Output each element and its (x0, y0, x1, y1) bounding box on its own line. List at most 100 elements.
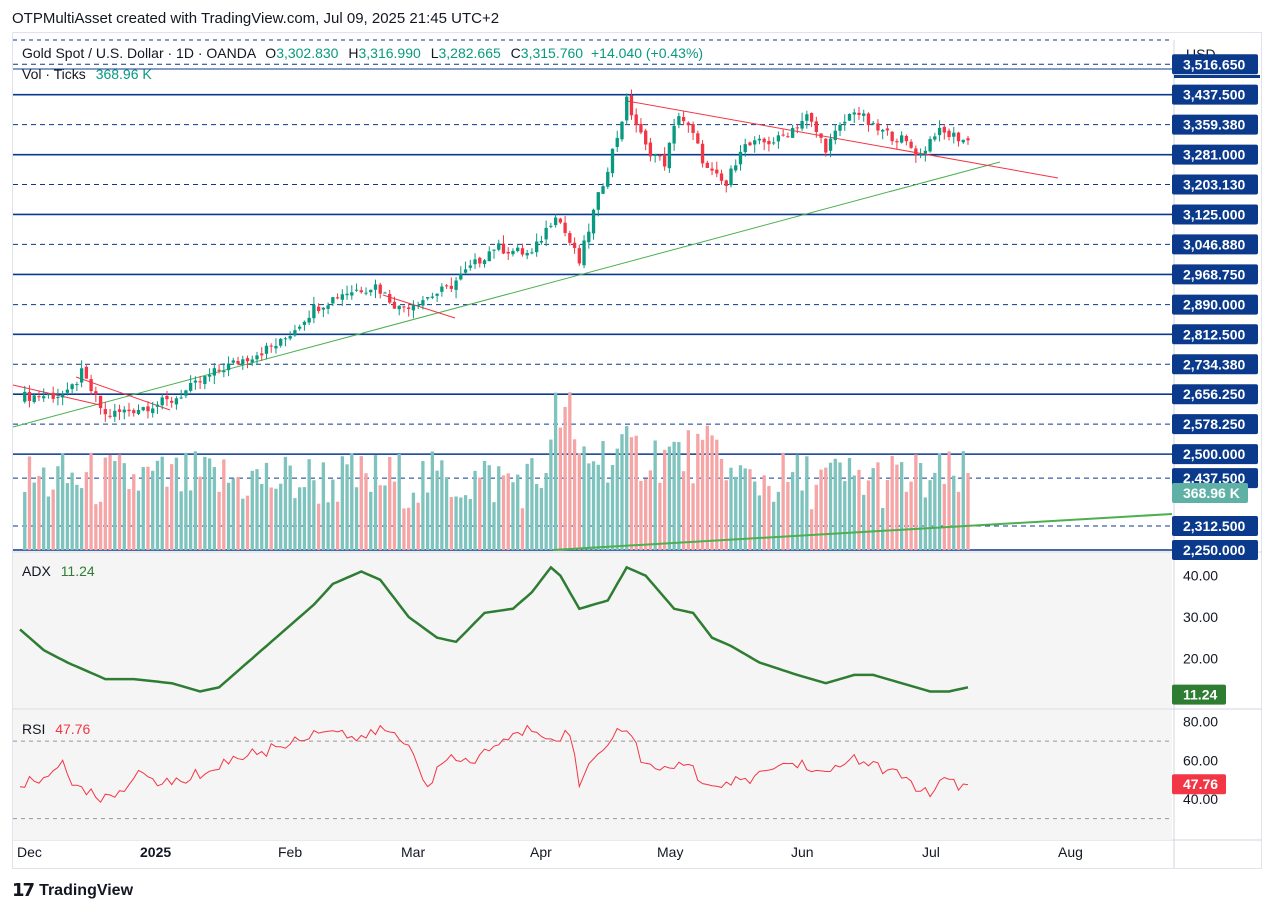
price-tag-label: 3,437.500 (1183, 87, 1245, 103)
candle-body (729, 168, 733, 186)
x-axis-tick: Dec (17, 844, 42, 860)
candle-body (819, 133, 823, 138)
volume-bar (530, 458, 534, 550)
volume-bar (378, 485, 382, 550)
volume-bar (226, 482, 231, 550)
low-label: L (430, 45, 439, 61)
volume-bar (857, 469, 861, 550)
price-tag-bg (1172, 444, 1258, 465)
close-label: C (510, 45, 521, 61)
price-tag-label: 2,312.500 (1183, 518, 1245, 534)
volume-bar (165, 486, 169, 550)
price-tag-bg (1172, 144, 1258, 165)
volume-bar (928, 480, 932, 550)
volume-bar (264, 462, 269, 550)
volume-bar (188, 490, 193, 550)
candle-body (179, 397, 183, 399)
volume-bar (762, 475, 766, 550)
candle-body (833, 130, 837, 141)
volume-bar (715, 439, 719, 550)
candle-body (94, 391, 98, 395)
candle-body (781, 134, 785, 136)
price-tag-label: 3,281.000 (1183, 147, 1245, 163)
rsi-tag-bg (1172, 774, 1226, 795)
candle-body (226, 363, 231, 371)
x-axis-tick: Jun (791, 844, 814, 860)
volume-bar (359, 456, 363, 550)
volume-bar (108, 454, 112, 550)
candle-body (359, 290, 363, 293)
volume-bar (122, 463, 126, 550)
volume-bar (753, 481, 757, 550)
volume-bar (350, 453, 354, 550)
candle-body (198, 381, 202, 383)
volume-bar (914, 454, 918, 550)
candle-body (217, 369, 221, 371)
volume-bar (535, 483, 539, 550)
candle-body (558, 218, 563, 223)
candle-body (421, 300, 425, 306)
x-axis-tick: Jul (922, 844, 940, 860)
volume-legend: Vol · Ticks 368.96 K (22, 66, 152, 82)
volume-bar (288, 465, 292, 550)
candle-body (440, 286, 444, 292)
rsi-axis-tick: 80.00 (1183, 714, 1218, 730)
volume-bar (800, 490, 804, 550)
volume-bar (392, 481, 397, 550)
candle-body (373, 284, 378, 290)
candle-body (449, 285, 453, 289)
volume-bar (84, 472, 89, 550)
candle-body (767, 140, 771, 145)
candle-body (89, 379, 93, 392)
candle-body (231, 360, 235, 363)
candle-body (487, 251, 491, 262)
candle-body (369, 289, 373, 293)
candle-body (188, 383, 193, 391)
candle-body (876, 123, 880, 131)
adx-tag-label: 11.24 (1183, 687, 1217, 703)
candle-body (606, 171, 610, 187)
candle-body (283, 338, 288, 340)
candle-body (937, 127, 942, 136)
price-tag-label: 3,125.000 (1183, 206, 1245, 222)
candle-body (165, 395, 169, 400)
candle-body (463, 269, 468, 273)
volume-bar (933, 472, 937, 550)
adx-axis-tick: 30.00 (1183, 609, 1218, 625)
volume-bar (250, 470, 254, 550)
candle-body (553, 217, 558, 226)
volume-bar (662, 449, 667, 550)
volume-bar (170, 464, 174, 550)
footer-brand[interactable]: 𝟭𝟳 TradingView (12, 880, 133, 901)
volume-bar (373, 455, 378, 550)
candle-body (648, 142, 653, 157)
volume-bar (56, 466, 60, 550)
volume-bar (241, 498, 245, 550)
volume-bar (866, 480, 871, 550)
volume-bar (46, 496, 51, 550)
adx-legend: ADX 11.24 (22, 563, 95, 579)
volume-bar (473, 470, 477, 550)
candle-body (345, 293, 349, 296)
candle-body (890, 131, 894, 142)
candle-body (525, 253, 529, 256)
volume-bar (212, 467, 216, 550)
candle-body (790, 128, 795, 138)
candle-body (568, 233, 572, 243)
volume-bar (591, 461, 596, 550)
candle-body (269, 345, 273, 347)
volume-bar (738, 465, 743, 550)
volume-bar (696, 433, 700, 550)
volume-bar (667, 446, 672, 550)
support-trendline (12, 161, 1001, 428)
volume-value: 368.96 K (95, 66, 152, 82)
axis-top-band (1174, 75, 1260, 78)
volume-bar (843, 481, 847, 550)
volume-bar (790, 472, 795, 550)
volume-bar (847, 457, 852, 550)
price-tag-bg (1172, 114, 1258, 135)
volume-bar (520, 508, 525, 550)
price-tag-label: 2,250.000 (1183, 542, 1245, 558)
candle-body (520, 248, 525, 255)
